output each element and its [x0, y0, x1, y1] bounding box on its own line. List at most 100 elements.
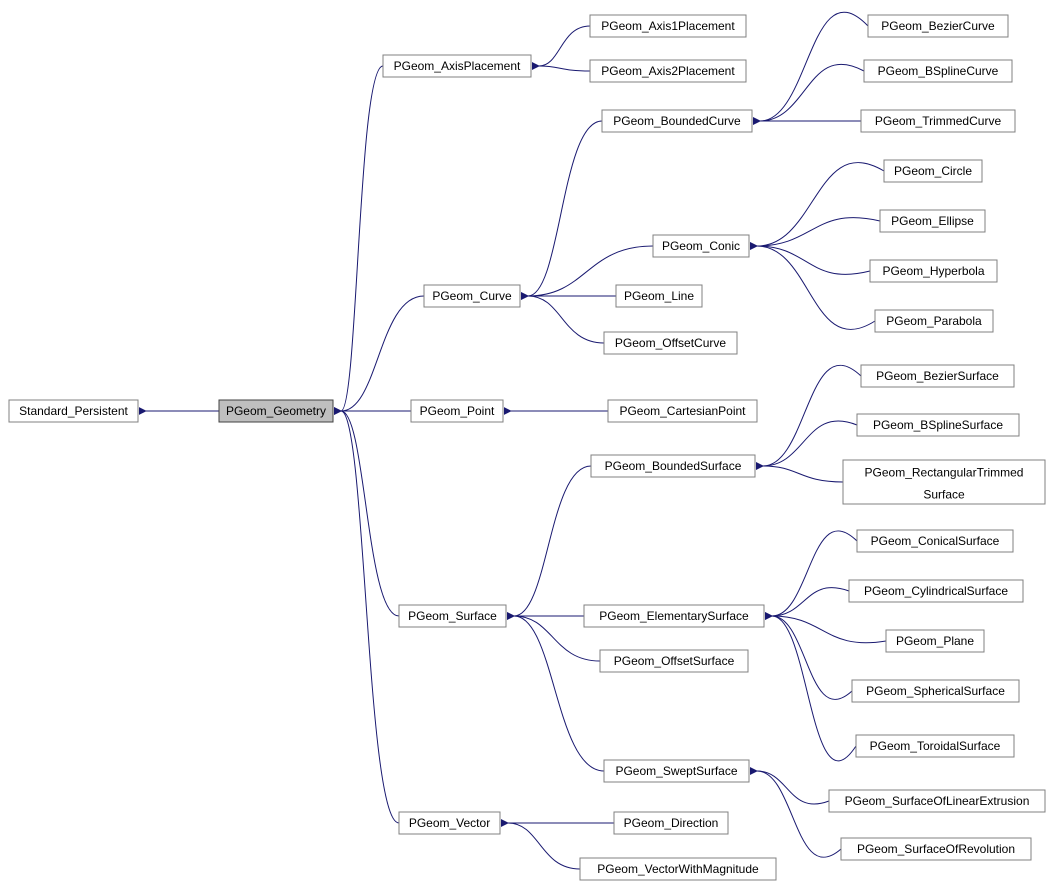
class-node[interactable]: PGeom_SurfaceOfRevolution — [841, 838, 1031, 860]
class-label: PGeom_VectorWithMagnitude — [597, 862, 759, 876]
nodes-layer: Standard_Persistent PGeom_Geometry PGeom_A… — [9, 15, 1045, 880]
class-label: PGeom_Axis1Placement — [601, 19, 735, 33]
class-node[interactable]: PGeom_RectangularTrimmed Surface — [843, 460, 1045, 504]
inheritance-diagram: Standard_Persistent PGeom_Geometry PGeom_A… — [0, 0, 1059, 889]
edge — [772, 616, 856, 761]
edge — [539, 66, 590, 71]
edge — [772, 531, 857, 616]
class-node[interactable]: PGeom_TrimmedCurve — [861, 110, 1015, 132]
class-node[interactable]: PGeom_CartesianPoint — [608, 400, 757, 422]
class-node[interactable]: PGeom_OffsetSurface — [600, 650, 748, 672]
class-label: PGeom_TrimmedCurve — [875, 114, 1002, 128]
class-label: PGeom_RectangularTrimmed — [865, 465, 1024, 479]
class-label: PGeom_SurfaceOfLinearExtrusion — [845, 794, 1030, 808]
class-label: PGeom_ConicalSurface — [871, 534, 1000, 548]
edge — [763, 466, 843, 482]
class-label: Standard_Persistent — [19, 404, 128, 418]
class-node[interactable]: PGeom_AxisPlacement — [383, 55, 531, 77]
class-node[interactable]: PGeom_Ellipse — [880, 210, 985, 232]
class-node[interactable]: PGeom_Geometry — [219, 400, 333, 422]
edge — [341, 66, 383, 411]
edge — [341, 411, 399, 823]
class-label: PGeom_BezierSurface — [876, 369, 999, 383]
class-node[interactable]: PGeom_ConicalSurface — [857, 530, 1013, 552]
class-node[interactable]: PGeom_CylindricalSurface — [849, 580, 1023, 602]
class-label: PGeom_AxisPlacement — [394, 59, 521, 73]
class-label: PGeom_Plane — [896, 634, 974, 648]
class-label: PGeom_OffsetCurve — [615, 336, 726, 350]
class-node[interactable]: PGeom_Surface — [399, 605, 506, 627]
class-node[interactable]: PGeom_SphericalSurface — [852, 680, 1019, 702]
class-label: PGeom_SurfaceOfRevolution — [857, 842, 1015, 856]
edge — [763, 421, 857, 466]
class-node[interactable]: PGeom_OffsetCurve — [604, 332, 737, 354]
class-label: PGeom_BezierCurve — [881, 19, 995, 33]
class-label: PGeom_SweptSurface — [615, 764, 737, 778]
class-label: Surface — [923, 487, 965, 501]
class-node[interactable]: PGeom_BoundedSurface — [591, 455, 755, 477]
class-label: PGeom_Ellipse — [891, 214, 974, 228]
class-label: PGeom_Circle — [894, 164, 972, 178]
class-node[interactable]: PGeom_Axis1Placement — [590, 15, 746, 37]
class-label: PGeom_BSplineCurve — [878, 64, 999, 78]
edge — [772, 616, 886, 643]
class-label: PGeom_Surface — [408, 609, 497, 623]
class-node[interactable]: PGeom_Hyperbola — [870, 260, 997, 282]
edge — [539, 26, 590, 66]
class-node[interactable]: PGeom_Conic — [653, 235, 749, 257]
edge — [341, 296, 424, 411]
edges-layer — [146, 12, 886, 869]
class-node[interactable]: PGeom_Vector — [399, 812, 500, 834]
edge — [514, 466, 591, 616]
class-node[interactable]: PGeom_Direction — [614, 812, 728, 834]
class-node[interactable]: PGeom_Circle — [884, 160, 982, 182]
class-node[interactable]: Standard_Persistent — [9, 400, 138, 422]
class-label: PGeom_Direction — [624, 816, 719, 830]
class-label: PGeom_Axis2Placement — [601, 64, 735, 78]
edge — [772, 616, 852, 699]
class-node[interactable]: PGeom_Line — [616, 285, 702, 307]
class-label: PGeom_CylindricalSurface — [864, 584, 1008, 598]
class-label: PGeom_ElementarySurface — [599, 609, 749, 623]
class-label: PGeom_BSplineSurface — [873, 418, 1003, 432]
edge — [508, 823, 580, 869]
class-node[interactable]: PGeom_SweptSurface — [604, 760, 749, 782]
edge — [528, 121, 602, 296]
class-node[interactable]: PGeom_ToroidalSurface — [856, 735, 1014, 757]
class-node[interactable]: PGeom_VectorWithMagnitude — [580, 858, 776, 880]
class-label: PGeom_BoundedSurface — [605, 459, 742, 473]
edge — [760, 64, 864, 121]
class-node[interactable]: PGeom_SurfaceOfLinearExtrusion — [829, 790, 1045, 812]
class-node[interactable]: PGeom_Parabola — [875, 310, 993, 332]
class-node[interactable]: PGeom_BezierSurface — [861, 365, 1014, 387]
class-label: PGeom_CartesianPoint — [619, 404, 746, 418]
class-label: PGeom_Point — [420, 404, 495, 418]
class-label: PGeom_OffsetSurface — [614, 654, 735, 668]
edge — [514, 616, 604, 771]
class-label: PGeom_Line — [624, 289, 694, 303]
class-node[interactable]: PGeom_Point — [411, 400, 503, 422]
edge — [763, 365, 861, 466]
edge — [760, 12, 868, 121]
class-node[interactable]: PGeom_BSplineCurve — [864, 60, 1012, 82]
class-label: PGeom_Geometry — [226, 404, 326, 418]
edge — [757, 163, 884, 246]
class-node[interactable]: PGeom_BezierCurve — [868, 15, 1008, 37]
class-label: PGeom_Parabola — [886, 314, 982, 328]
edge — [528, 296, 604, 343]
class-node[interactable]: PGeom_BoundedCurve — [602, 110, 752, 132]
class-label: PGeom_Conic — [662, 239, 740, 253]
class-label: PGeom_BoundedCurve — [613, 114, 741, 128]
class-node[interactable]: PGeom_Axis2Placement — [590, 60, 746, 82]
class-label: PGeom_SphericalSurface — [866, 684, 1005, 698]
edge — [757, 771, 829, 804]
class-node[interactable]: PGeom_Curve — [424, 285, 520, 307]
class-node[interactable]: PGeom_Plane — [886, 630, 984, 652]
edge — [757, 246, 875, 329]
class-label: PGeom_Curve — [432, 289, 512, 303]
class-label: PGeom_Vector — [409, 816, 490, 830]
class-label: PGeom_Hyperbola — [882, 264, 984, 278]
class-node[interactable]: PGeom_BSplineSurface — [857, 414, 1019, 436]
class-node[interactable]: PGeom_ElementarySurface — [584, 605, 764, 627]
edge — [341, 411, 399, 616]
